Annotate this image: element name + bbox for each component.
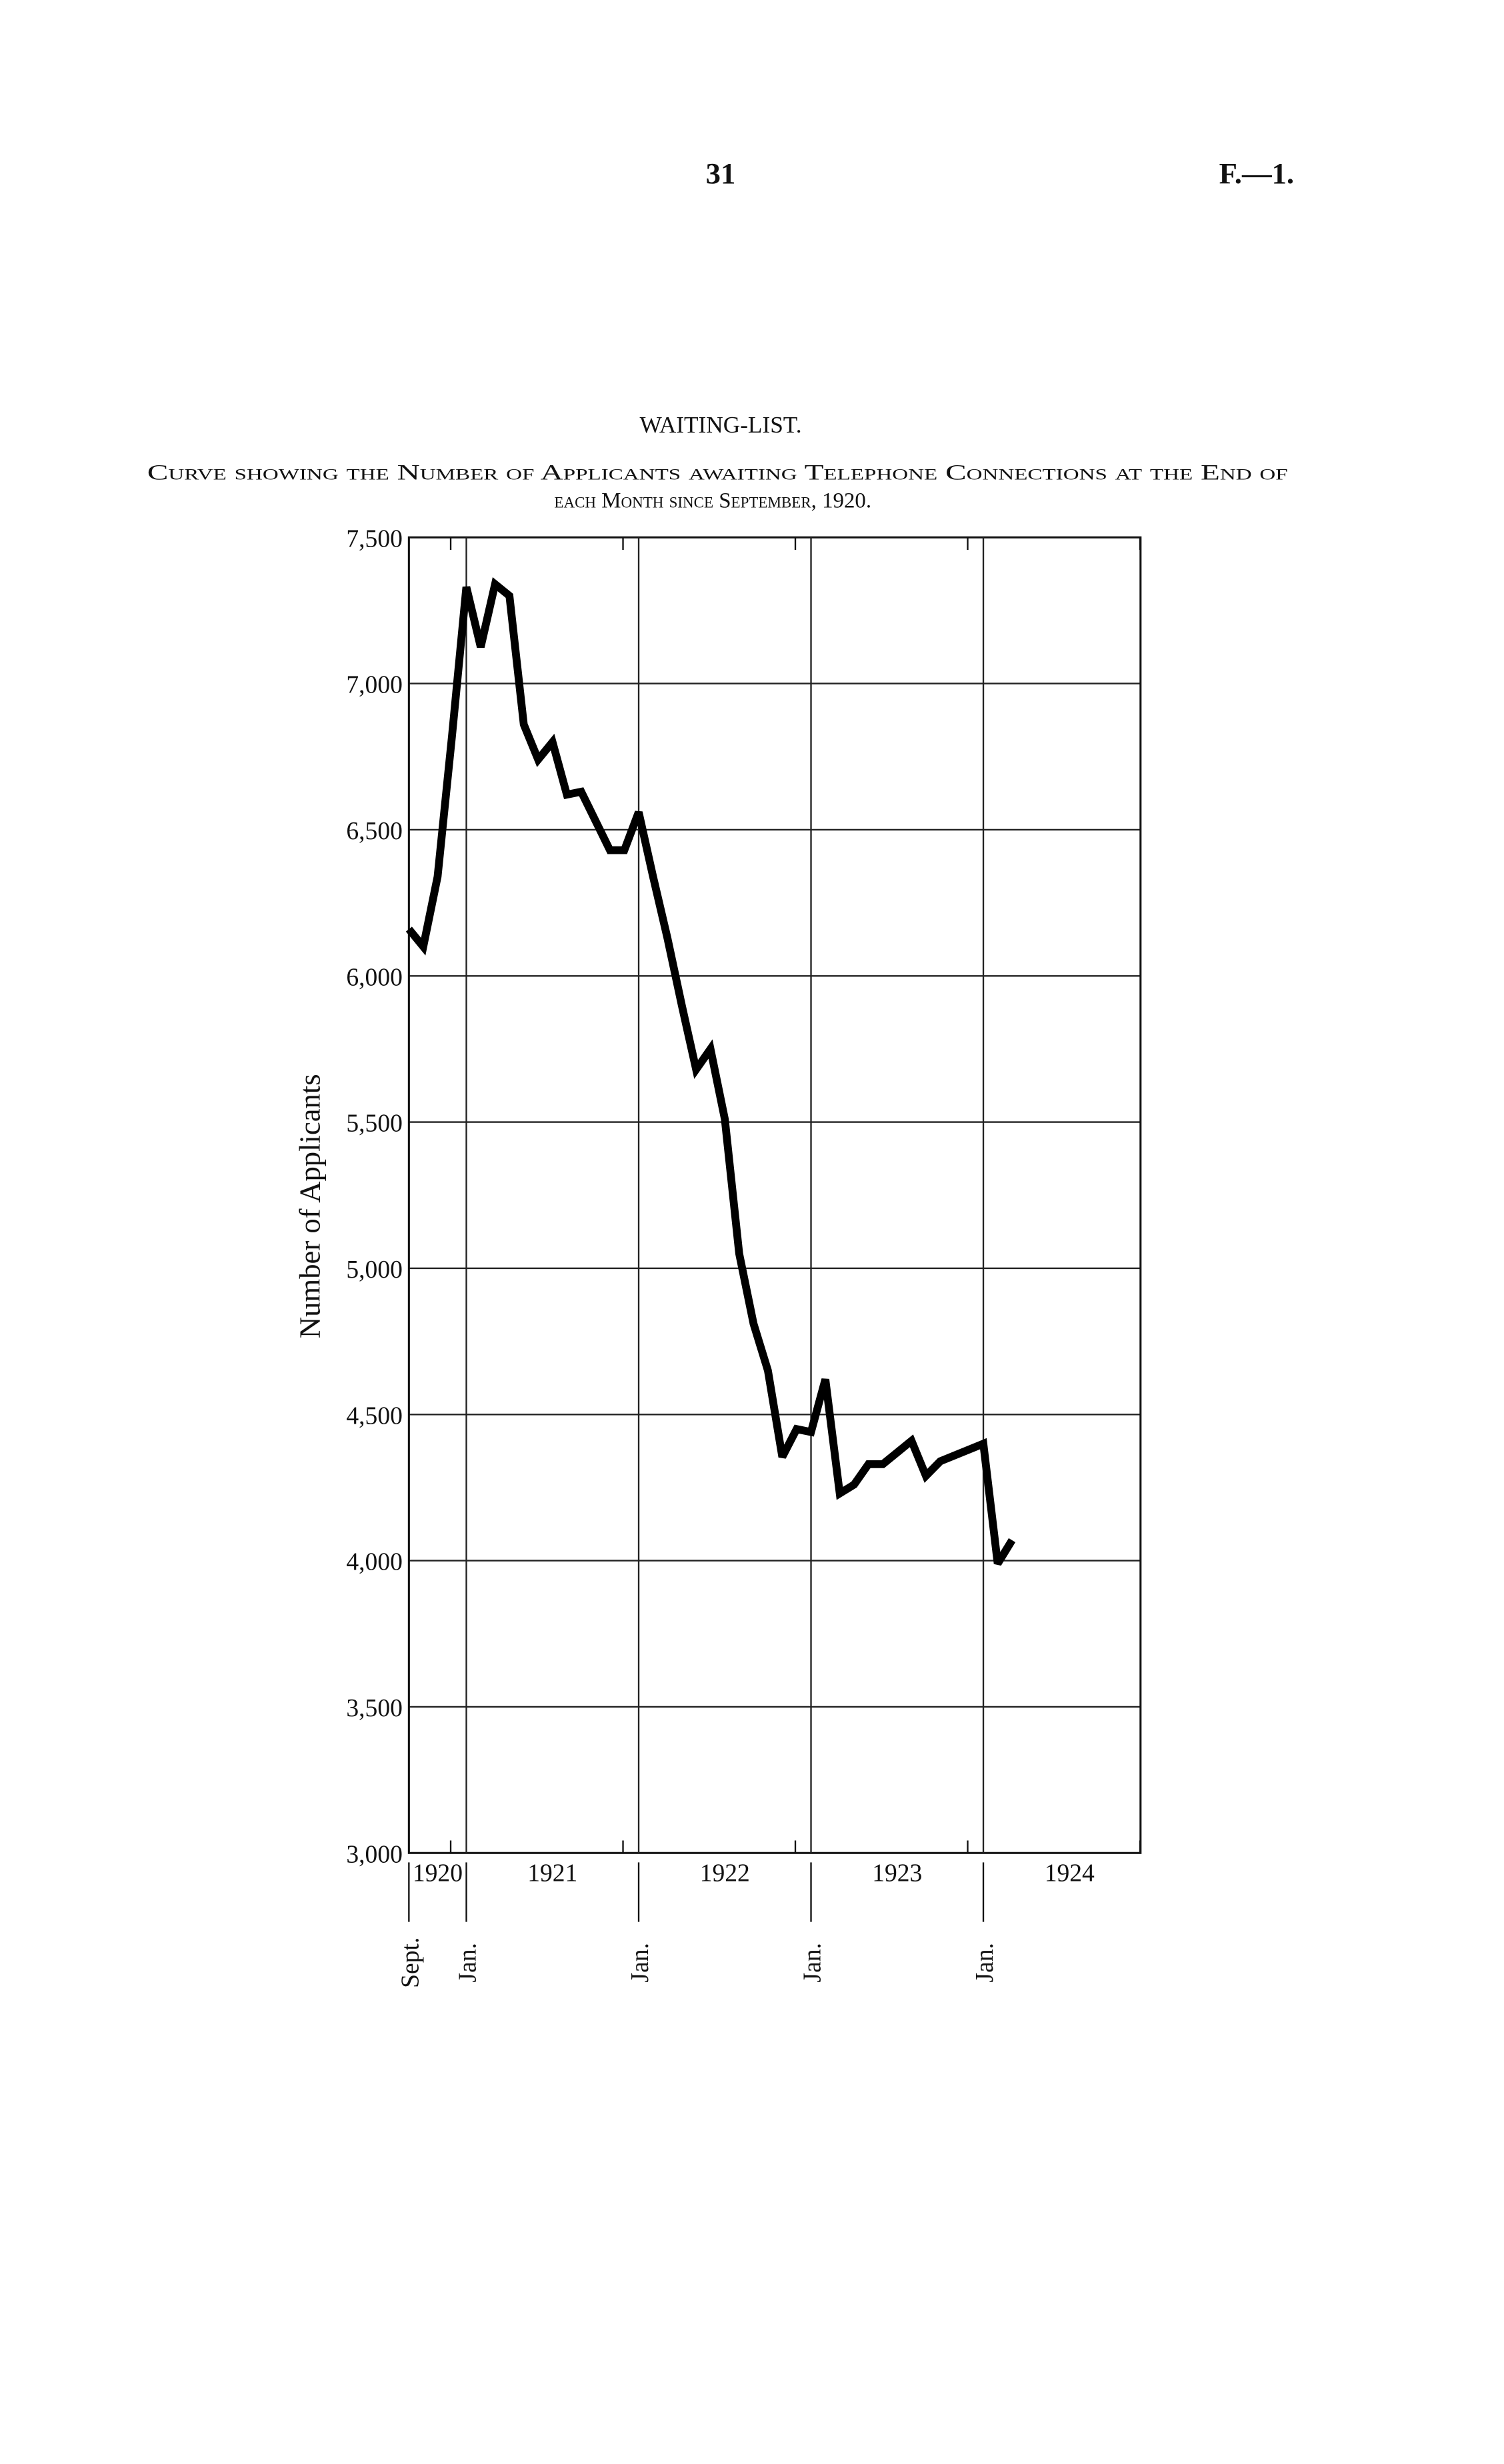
year-label: 1924 [1045,1860,1095,1887]
y-tick-label: 4,500 [346,1402,403,1430]
year-label: 1923 [872,1860,922,1887]
page-reference: F.—1. [1219,157,1294,190]
data-line [405,577,1016,1566]
x-tick-label: Sept. [397,1937,424,1988]
y-tick-label: 3,500 [346,1695,403,1722]
chart-subtitle: Curve showing the Number of Applicants a… [147,461,1288,485]
y-tick-label: 3,000 [346,1841,403,1868]
y-tick-label: 7,500 [346,525,403,553]
y-tick-label: 5,500 [346,1110,403,1138]
x-tick-label: Jan. [627,1943,654,1982]
plot-frame [407,536,1142,1854]
y-tick-label: 7,000 [346,672,403,699]
x-tick-label: Jan. [971,1943,999,1982]
x-tick-label: Jan. [799,1943,827,1982]
y-tick-label: 6,000 [346,964,403,991]
chart-subtitle: each Month since September, 1920. [554,489,871,513]
year-label: 1921 [527,1860,577,1887]
year-label: 1920 [413,1860,463,1887]
page-number: 31 [706,157,736,190]
y-axis-label: Number of Applicants [293,1074,326,1338]
year-label: 1922 [700,1860,750,1887]
y-tick-label: 4,000 [346,1549,403,1576]
x-tick-label: Jan. [455,1943,482,1982]
chart-title: WAITING-LIST. [639,412,801,438]
y-tick-label: 6,500 [346,818,403,845]
y-tick-label: 5,000 [346,1256,403,1284]
